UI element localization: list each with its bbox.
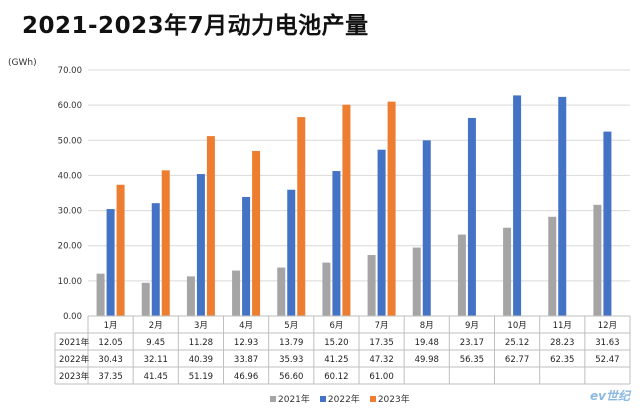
x-tick-label: 5月 xyxy=(284,321,298,331)
data-label: 61.00 xyxy=(369,372,393,382)
bar-2022-4 xyxy=(242,196,251,316)
bar-chart: 0.00 10.00 20.00 30.00 40.00 50.00 60.00 70.00 1… xyxy=(54,66,631,385)
bar-2023-2 xyxy=(161,170,170,316)
bar-2021-1 xyxy=(96,273,105,316)
data-label: 12.93 xyxy=(234,338,258,348)
legend-item-2021: 2021年 xyxy=(270,392,310,405)
bar-2022-5 xyxy=(287,189,296,316)
x-tick-label: 8月 xyxy=(420,321,434,331)
data-label: 28.23 xyxy=(550,338,574,348)
table-row-label: 2022年 xyxy=(59,354,90,365)
data-label: 62.77 xyxy=(505,355,529,365)
data-label: 46.96 xyxy=(234,372,258,382)
y-tick-label: 30.00 xyxy=(58,207,82,217)
data-label: 60.12 xyxy=(324,372,348,382)
bar-2021-8 xyxy=(412,247,421,316)
y-axis-unit: (GWh) xyxy=(8,58,37,68)
bar-2021-3 xyxy=(186,276,195,316)
data-label: 17.35 xyxy=(369,338,393,348)
bar-2022-3 xyxy=(196,174,205,316)
bar-2021-5 xyxy=(277,267,286,316)
table-row-label: 2021年 xyxy=(59,337,90,348)
data-label: 40.39 xyxy=(189,355,213,365)
bar-2022-12 xyxy=(603,131,612,316)
data-label: 12.05 xyxy=(98,338,122,348)
legend-label-2021: 2021年 xyxy=(278,395,310,405)
x-tick-label: 6月 xyxy=(329,321,343,331)
bar-2022-6 xyxy=(332,171,341,316)
bar-2021-10 xyxy=(503,227,512,316)
data-label: 41.45 xyxy=(144,372,168,382)
data-label: 37.35 xyxy=(98,372,122,382)
data-label: 33.87 xyxy=(234,355,258,365)
bar-2022-8 xyxy=(422,140,431,316)
y-tick-label: 20.00 xyxy=(58,242,82,252)
bar-2021-4 xyxy=(232,270,241,316)
x-tick-label: 1月 xyxy=(104,321,118,331)
watermark-logo: ev世纪 xyxy=(590,389,630,403)
chart-title: 2021-2023年7月动力电池产量 xyxy=(22,13,369,39)
x-tick-label: 7月 xyxy=(375,321,389,331)
bar-2022-1 xyxy=(106,209,115,316)
bar-2021-9 xyxy=(457,234,466,316)
data-label: 62.35 xyxy=(550,355,574,365)
data-label: 41.25 xyxy=(324,355,348,365)
bar-2023-6 xyxy=(342,104,351,316)
bar-2023-5 xyxy=(297,117,306,316)
x-tick-label: 3月 xyxy=(194,321,208,331)
x-tick-label: 10月 xyxy=(507,321,526,331)
bar-2021-7 xyxy=(367,255,376,316)
data-label: 25.12 xyxy=(505,338,529,348)
y-tick-label: 70.00 xyxy=(58,66,82,76)
y-tick-label: 40.00 xyxy=(58,171,82,181)
data-label: 35.93 xyxy=(279,355,303,365)
y-tick-label: 60.00 xyxy=(58,101,82,111)
table-row-label: 2023年 xyxy=(59,371,90,382)
data-label: 11.28 xyxy=(189,338,213,348)
legend-swatch-2023 xyxy=(369,395,376,402)
legend-swatch-2021 xyxy=(270,395,276,402)
x-tick-label: 9月 xyxy=(465,321,479,331)
legend-swatch-2022 xyxy=(319,395,326,402)
bar-2023-7 xyxy=(387,101,396,316)
bar-2022-9 xyxy=(467,117,476,316)
bar-2023-3 xyxy=(206,136,215,316)
bar-2021-6 xyxy=(322,262,331,316)
x-tick-label: 12月 xyxy=(598,321,617,331)
data-label: 31.63 xyxy=(595,338,619,348)
bar-2023-4 xyxy=(252,150,261,316)
bar-2022-10 xyxy=(513,95,522,316)
bar-2021-11 xyxy=(548,216,557,316)
data-label: 52.47 xyxy=(595,355,619,365)
bar-2022-7 xyxy=(377,149,386,316)
bar-2022-11 xyxy=(558,96,567,317)
data-label: 32.11 xyxy=(144,355,168,365)
data-label: 49.98 xyxy=(415,355,439,365)
legend: 2021年 2022年 2023年 xyxy=(270,392,410,405)
data-label: 13.79 xyxy=(279,338,303,348)
data-label: 15.20 xyxy=(324,338,348,348)
x-tick-label: 11月 xyxy=(553,321,572,331)
legend-label-2023: 2023年 xyxy=(377,395,410,405)
legend-item-2022: 2022年 xyxy=(319,392,360,405)
data-label: 51.19 xyxy=(189,372,213,382)
bar-2021-12 xyxy=(593,204,602,316)
y-tick-label: 10.00 xyxy=(58,277,82,287)
data-label: 47.32 xyxy=(369,355,393,365)
data-label: 56.35 xyxy=(460,355,484,365)
bar-2021-2 xyxy=(141,282,150,316)
y-tick-label: 0.00 xyxy=(63,312,82,322)
legend-label-2022: 2022年 xyxy=(327,395,360,405)
x-tick-label: 2月 xyxy=(149,321,163,331)
data-label: 30.43 xyxy=(98,355,122,365)
bar-2022-2 xyxy=(151,203,160,316)
data-label: 56.60 xyxy=(279,372,303,382)
data-label: 9.45 xyxy=(146,338,165,348)
data-label: 19.48 xyxy=(415,338,439,348)
legend-item-2023: 2023年 xyxy=(369,392,410,405)
bar-2023-1 xyxy=(116,184,125,316)
x-tick-label: 4月 xyxy=(239,321,253,331)
y-tick-label: 50.00 xyxy=(58,136,82,146)
data-label: 23.17 xyxy=(460,338,484,348)
